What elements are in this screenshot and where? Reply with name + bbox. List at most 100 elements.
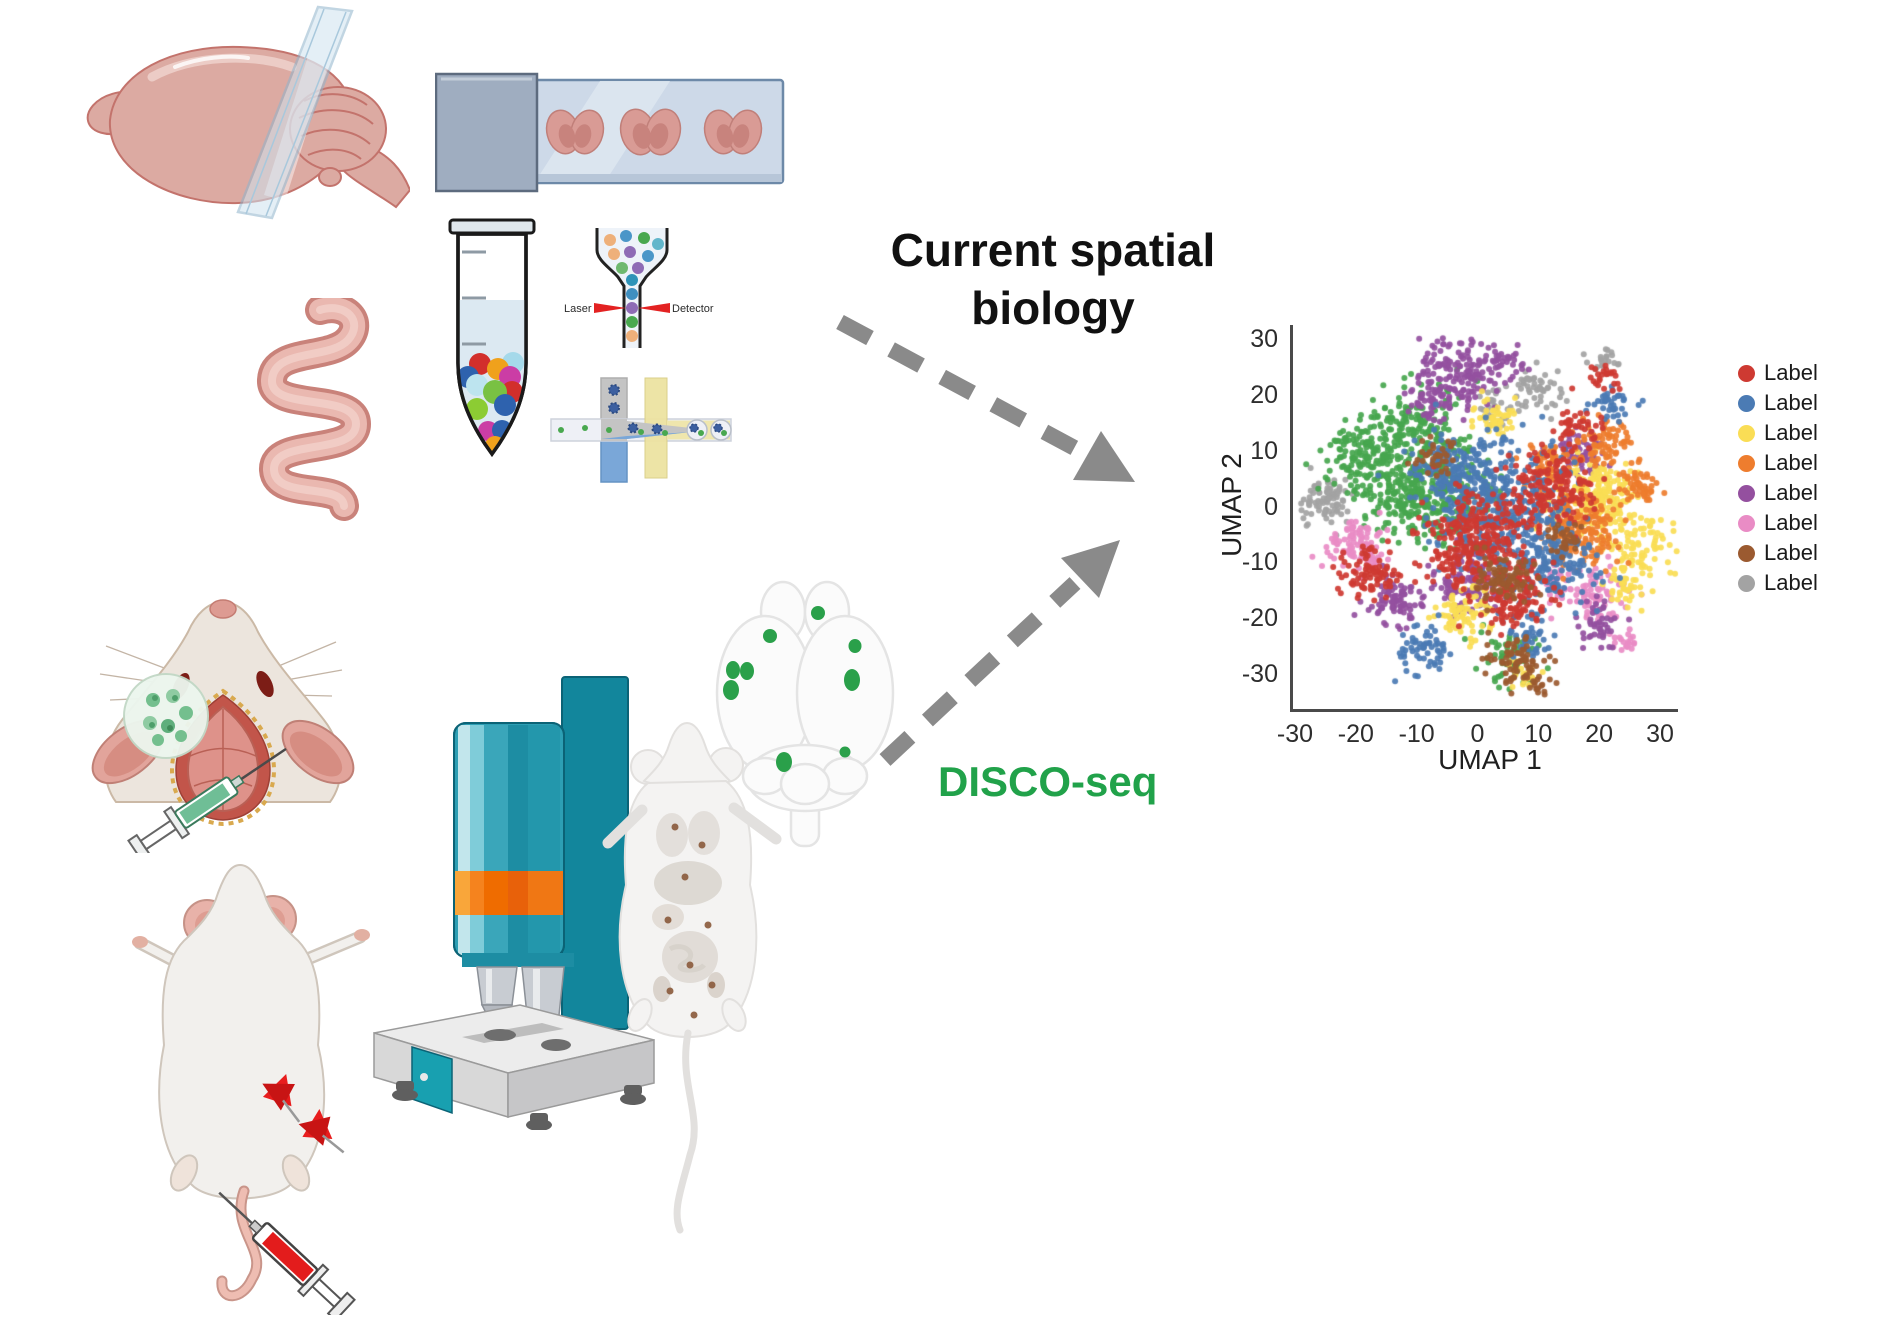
cells-in-funnel <box>604 230 664 342</box>
legend-item: Label <box>1738 448 1818 478</box>
microfluidics-illustration <box>545 372 735 484</box>
orange-band <box>455 871 563 915</box>
craniotomy-mouse-illustration <box>78 588 368 853</box>
legend-dot-icon <box>1738 394 1755 412</box>
legend-label: Label <box>1764 480 1818 505</box>
legend-label: Label <box>1764 570 1818 595</box>
x-tick-label: -30 <box>1276 720 1314 748</box>
y-tick-label: -20 <box>1241 604 1278 633</box>
x-tick-label: 0 <box>1470 720 1485 748</box>
microscope-feet <box>392 1081 646 1130</box>
legend-item: Label <box>1738 508 1818 538</box>
y-tick-label: 20 <box>1250 380 1278 409</box>
y-axis-title: UMAP 2 <box>1216 453 1247 557</box>
legend-label: Label <box>1764 390 1818 415</box>
umap-legend: Label Label Label Label Label Label Label Label <box>1738 358 1818 598</box>
legend-item: Label <box>1738 538 1818 568</box>
microscope-icon <box>373 676 655 1130</box>
droplet-junction-icon <box>550 377 732 483</box>
y-tick-label: 10 <box>1250 436 1278 465</box>
legend-dot-icon <box>1738 454 1755 472</box>
ear <box>281 719 355 785</box>
x-tick-label: -10 <box>1398 720 1435 748</box>
legend-dot-icon <box>1738 514 1755 532</box>
y-tick-label: 30 <box>1250 325 1278 353</box>
ghost-organs <box>652 811 725 1002</box>
mouse-body <box>132 863 370 1302</box>
legend-dot-icon <box>1738 574 1755 592</box>
y-tick-label: 0 <box>1264 492 1278 521</box>
slide-frosted-end <box>435 72 539 193</box>
green-roi-dots <box>723 606 862 772</box>
droplet-icon <box>710 419 732 441</box>
droplet-icon <box>686 419 708 441</box>
slide-illustration <box>435 70 787 196</box>
y-tick-label: -10 <box>1241 548 1278 577</box>
syringe-icon <box>127 747 287 853</box>
brown-dots <box>664 823 716 1019</box>
arrow-disco-seq <box>860 525 1140 780</box>
nose <box>209 599 237 619</box>
legend-label: Label <box>1764 360 1818 385</box>
legend-label: Label <box>1764 420 1818 445</box>
legend-dot-icon <box>1738 364 1755 382</box>
intestine-illustration <box>252 298 382 523</box>
detector-label: Detector <box>672 303 714 315</box>
x-axis-line <box>1290 709 1678 712</box>
disco-brain-illustration <box>705 578 905 848</box>
brain-section-icon <box>545 109 605 155</box>
legend-item: Label <box>1738 568 1818 598</box>
heading-line2: biology <box>971 281 1135 334</box>
x-tick-label: 30 <box>1646 720 1674 748</box>
y-axis-line <box>1290 325 1293 711</box>
dashed-arrow-icon <box>879 540 1120 766</box>
laser-beam-icon <box>594 303 626 313</box>
magnifier-cells <box>123 673 209 759</box>
microscope-base <box>373 1004 655 1130</box>
tube-icon <box>448 218 536 458</box>
red-syringe-icon <box>218 1191 356 1315</box>
legend-label: Label <box>1764 450 1818 475</box>
brain-sectioning-illustration <box>80 5 410 220</box>
umap-scatter-canvas <box>1292 322 1688 714</box>
dart-mouse-illustration <box>130 855 390 1315</box>
brain-side-icon <box>86 5 410 220</box>
cytometer-funnel-icon: Laser Detector <box>564 228 714 348</box>
brain-top-icon <box>715 580 895 848</box>
microscope-illustration <box>312 585 657 1130</box>
x-tick-label: 20 <box>1585 720 1614 748</box>
legend-dot-icon <box>1738 484 1755 502</box>
legend-item: Label <box>1738 388 1818 418</box>
dart-mouse-icon <box>132 863 370 1315</box>
intestine-icon <box>257 298 371 521</box>
ghost-mouse-illustration <box>600 715 785 1235</box>
sectioning-plane-icon <box>236 5 354 220</box>
legend-item: Label <box>1738 358 1818 388</box>
cell-tube-illustration <box>444 218 540 464</box>
ghost-mouse-icon <box>602 721 782 1234</box>
detector-beam-icon <box>638 303 670 313</box>
microscope-head <box>453 722 574 967</box>
legend-item: Label <box>1738 478 1818 508</box>
legend-dot-icon <box>1738 544 1755 562</box>
dart-icon <box>262 1073 301 1123</box>
x-tick-label: -20 <box>1337 720 1374 748</box>
legend-label: Label <box>1764 510 1818 535</box>
flow-cytometer-illustration: Laser Detector <box>560 224 725 356</box>
craniotomy-mouse-icon <box>91 599 355 853</box>
dart-icon <box>298 1109 345 1154</box>
heading-line1: Current spatial <box>890 224 1216 276</box>
current-spatial-heading: Current spatial biology <box>838 222 1268 338</box>
y-tick-label: -30 <box>1241 659 1278 688</box>
brain-section-icon <box>703 109 763 155</box>
laser-label: Laser <box>564 303 592 315</box>
dashed-arrow-icon <box>836 314 1135 482</box>
legend-label: Label <box>1764 540 1818 565</box>
legend-item: Label <box>1738 418 1818 448</box>
brain-section-icon <box>619 108 682 156</box>
arrow-current-spatial <box>820 300 1150 500</box>
x-tick-label: 10 <box>1524 720 1553 748</box>
x-axis-title: UMAP 1 <box>1438 744 1542 775</box>
eye <box>256 670 274 698</box>
